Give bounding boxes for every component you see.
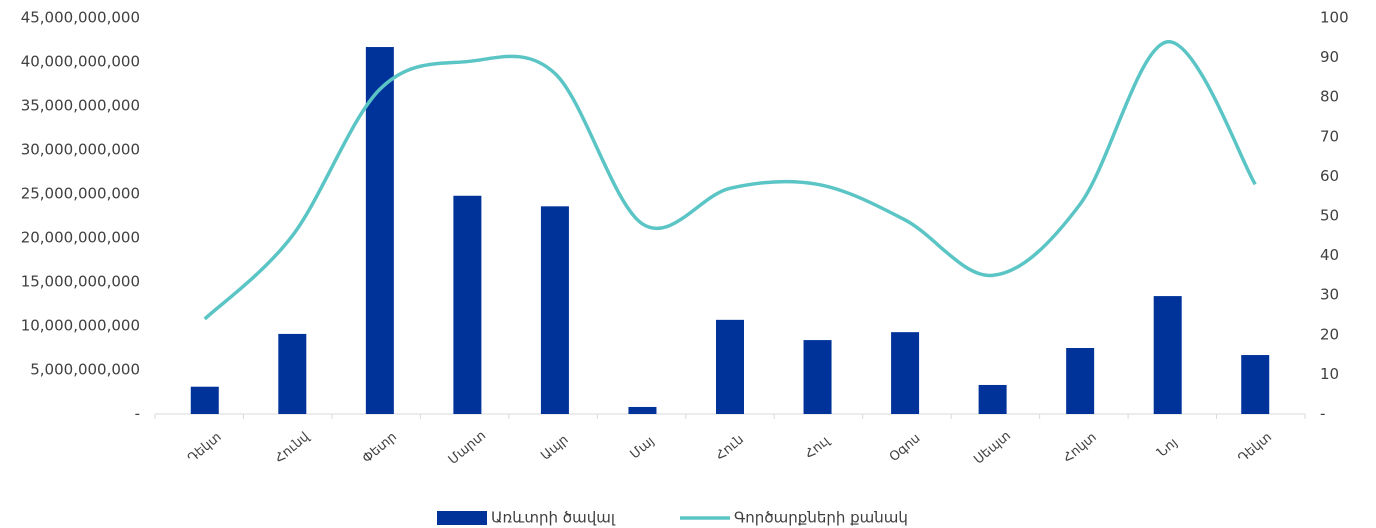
y2-tick-label: 100: [1320, 9, 1349, 27]
y-tick-label: 15,000,000,000: [21, 273, 140, 291]
y2-tick-label: 40: [1320, 246, 1339, 264]
legend-label: Առևտրի ծավալ: [491, 509, 616, 527]
bar: [891, 332, 920, 414]
y-tick-label: 25,000,000,000: [21, 185, 140, 203]
y2-tick-label: 80: [1320, 88, 1339, 106]
y2-tick-label: 60: [1320, 167, 1339, 185]
x-tick-label: Մայ: [627, 434, 657, 463]
x-tick-label: Դեկտ: [185, 430, 224, 467]
y-tick-label: 20,000,000,000: [21, 229, 140, 247]
bar: [1153, 296, 1182, 414]
bar: [540, 206, 569, 414]
y2-tick-label: 90: [1320, 48, 1339, 66]
y-tick-label: 30,000,000,000: [21, 141, 140, 159]
y2-tick-label: -: [1320, 405, 1325, 423]
bar: [803, 340, 832, 414]
bar: [628, 406, 657, 414]
x-tick-label: Մարտ: [446, 428, 489, 468]
bar: [716, 319, 744, 414]
x-tick-label: Հոկտ: [1061, 430, 1100, 466]
y2-tick-label: 70: [1320, 127, 1339, 145]
x-tick-label: Սեպտ: [971, 428, 1014, 467]
legend-swatch: [437, 511, 487, 525]
y2-tick-label: 30: [1320, 286, 1339, 304]
x-tick-label: Հունվ: [272, 429, 313, 466]
bar: [453, 195, 482, 414]
y2-tick-label: 20: [1320, 325, 1339, 343]
y2-tick-label: 10: [1320, 365, 1339, 383]
legend-label: Գործարքների քանակ: [734, 509, 908, 527]
bar: [365, 47, 394, 414]
bar: [1241, 355, 1270, 414]
x-tick-label: Նոյ: [1155, 435, 1181, 460]
bar: [278, 333, 307, 414]
x-tick-label: Հուն: [713, 432, 747, 464]
y-tick-label: 35,000,000,000: [21, 97, 140, 115]
x-tick-label: Ապր: [538, 432, 571, 463]
x-tick-label: Օգոս: [887, 431, 924, 465]
line: [203, 40, 1257, 321]
bar: [190, 386, 219, 414]
x-tick-label: Փետր: [360, 429, 400, 466]
y-tick-label: -: [135, 405, 140, 423]
bar: [1066, 348, 1095, 414]
y-tick-label: 40,000,000,000: [21, 53, 140, 71]
y2-tick-label: 50: [1320, 207, 1339, 225]
y-tick-label: 45,000,000,000: [21, 9, 140, 27]
bar: [978, 384, 1007, 414]
y-tick-label: 10,000,000,000: [21, 317, 140, 335]
x-tick-label: Դեկտ: [1235, 430, 1274, 467]
y-tick-label: 5,000,000,000: [30, 361, 140, 379]
x-tick-label: Հուլ: [802, 433, 832, 462]
